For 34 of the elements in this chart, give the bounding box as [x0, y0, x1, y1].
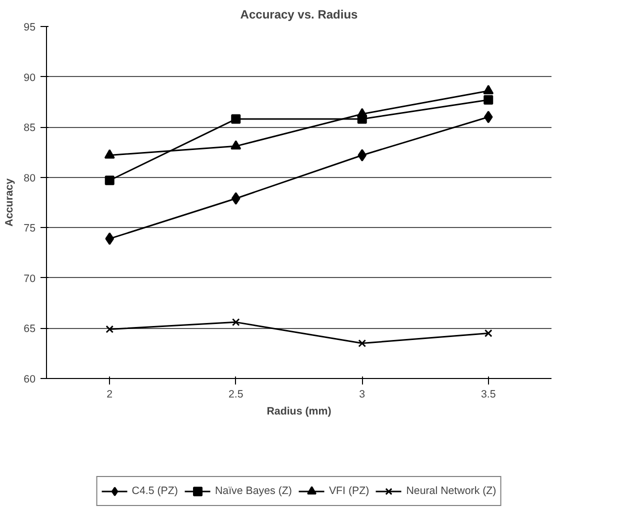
legend-label: Naïve Bayes (Z) — [214, 485, 292, 498]
y-tick-label: 80 — [24, 172, 36, 184]
y-tick-label: 95 — [24, 22, 36, 34]
point — [358, 148, 367, 162]
x-tick-label: 3 — [359, 388, 366, 400]
legend-label: C4.5 (PZ) — [132, 485, 178, 498]
chart-title: Accuracy vs. Radius — [240, 8, 358, 22]
point — [231, 192, 240, 205]
y-tick-label: 85 — [24, 122, 36, 134]
y-tick-label: 65 — [24, 323, 36, 336]
y-axis-title: Accuracy — [4, 178, 16, 226]
point — [484, 329, 492, 338]
x-tick-label: 2.5 — [228, 388, 244, 400]
x-tick-label: 3.5 — [480, 388, 496, 400]
point — [484, 95, 494, 105]
x-tick-label: 2 — [106, 388, 113, 400]
y-tick-label: 75 — [24, 222, 36, 235]
point — [104, 176, 114, 186]
point — [105, 232, 114, 245]
point — [484, 110, 493, 124]
point — [104, 149, 115, 159]
point — [483, 84, 494, 94]
y-tick-label: 90 — [24, 72, 36, 84]
legend-label: VFI (PZ) — [328, 485, 370, 498]
point — [356, 108, 368, 118]
legend-label: Neural Network (Z) — [406, 485, 496, 498]
y-tick-label: 60 — [24, 374, 36, 386]
point — [230, 140, 242, 150]
point — [232, 318, 240, 326]
point — [358, 339, 366, 348]
y-tick-label: 70 — [24, 272, 36, 285]
point — [106, 325, 114, 334]
x-axis-title: Radius (mm) — [266, 406, 332, 418]
point — [231, 114, 241, 124]
